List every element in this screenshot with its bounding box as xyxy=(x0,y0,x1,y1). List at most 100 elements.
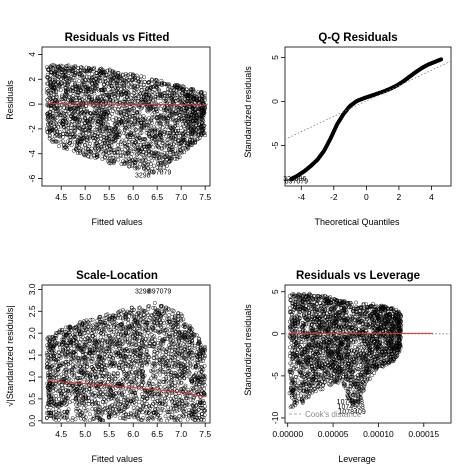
data-point xyxy=(110,70,115,75)
y-tick-label: -4 xyxy=(27,150,37,158)
data-point xyxy=(128,114,132,119)
data-point xyxy=(169,113,174,118)
data-point xyxy=(53,381,58,386)
data-point xyxy=(99,380,104,385)
data-point xyxy=(81,386,86,391)
data-point xyxy=(152,319,156,324)
data-point xyxy=(85,108,89,113)
data-point xyxy=(186,370,191,375)
data-point xyxy=(133,147,138,152)
data-point xyxy=(54,109,59,114)
data-point xyxy=(145,109,150,114)
data-point xyxy=(183,385,188,390)
data-point xyxy=(178,150,183,155)
data-point xyxy=(146,133,151,138)
data-point xyxy=(202,94,207,99)
x-axis-label: Theoretical Quantiles xyxy=(314,217,400,227)
data-point xyxy=(59,102,64,107)
data-point xyxy=(99,125,104,130)
data-point xyxy=(132,84,137,88)
data-point xyxy=(100,129,105,134)
data-point xyxy=(143,122,148,127)
data-point xyxy=(96,98,101,103)
data-point xyxy=(118,79,122,83)
data-point xyxy=(202,418,206,422)
data-point xyxy=(165,103,170,108)
data-point xyxy=(199,98,204,103)
data-point xyxy=(185,141,190,146)
data-point xyxy=(142,329,147,334)
data-point xyxy=(77,139,82,144)
data-point xyxy=(109,83,114,88)
data-point xyxy=(67,135,72,140)
data-point xyxy=(163,107,168,112)
data-point xyxy=(87,111,92,115)
x-axis-label: Fitted values xyxy=(91,217,143,227)
data-point xyxy=(141,358,146,362)
data-point xyxy=(45,74,50,79)
data-point xyxy=(164,153,169,158)
data-point xyxy=(97,71,102,76)
data-point xyxy=(64,132,69,137)
data-point xyxy=(87,75,92,80)
data-point xyxy=(159,160,164,165)
data-point xyxy=(90,317,95,322)
data-point xyxy=(136,306,141,311)
data-point xyxy=(61,347,66,352)
data-point xyxy=(65,132,70,137)
data-point xyxy=(72,327,77,332)
data-point xyxy=(172,91,177,96)
data-point xyxy=(179,386,184,391)
data-point xyxy=(102,73,107,78)
data-point xyxy=(130,73,135,78)
data-point xyxy=(109,147,114,152)
data-point xyxy=(174,151,179,156)
data-point xyxy=(132,109,137,114)
data-point xyxy=(136,157,141,162)
data-point xyxy=(180,87,185,92)
data-point xyxy=(153,134,158,138)
y-tick-label: -5 xyxy=(270,141,280,149)
data-point xyxy=(149,137,154,142)
data-point xyxy=(61,135,66,139)
data-point xyxy=(162,90,167,95)
data-point xyxy=(126,415,131,419)
data-point xyxy=(102,72,107,77)
data-point xyxy=(113,121,118,126)
data-point xyxy=(194,403,199,408)
data-point xyxy=(80,79,85,83)
data-point xyxy=(154,151,159,155)
data-point xyxy=(68,368,73,373)
data-point xyxy=(81,136,86,141)
data-point xyxy=(89,115,94,119)
data-point xyxy=(101,137,106,142)
data-point xyxy=(107,80,112,85)
data-point xyxy=(165,83,170,88)
data-point xyxy=(153,150,158,155)
data-point xyxy=(171,131,176,136)
data-point xyxy=(88,149,93,154)
data-point xyxy=(161,108,166,113)
data-point xyxy=(182,117,187,122)
data-point xyxy=(191,88,196,93)
data-point xyxy=(48,94,53,99)
data-point xyxy=(45,410,49,415)
qq-points xyxy=(289,57,444,181)
data-point xyxy=(72,89,77,94)
data-point xyxy=(97,127,102,132)
data-point xyxy=(137,136,142,141)
data-point xyxy=(86,66,91,71)
y-tick-label: -2 xyxy=(27,125,37,133)
data-point xyxy=(156,81,161,86)
data-point xyxy=(180,138,185,143)
data-point xyxy=(81,355,86,360)
data-point xyxy=(66,407,71,412)
data-point xyxy=(134,410,139,414)
data-point xyxy=(190,89,195,94)
data-point xyxy=(125,76,130,81)
data-point xyxy=(122,131,126,135)
data-point xyxy=(99,370,103,375)
data-point xyxy=(141,150,146,155)
data-point xyxy=(188,121,193,126)
data-point xyxy=(165,418,170,422)
